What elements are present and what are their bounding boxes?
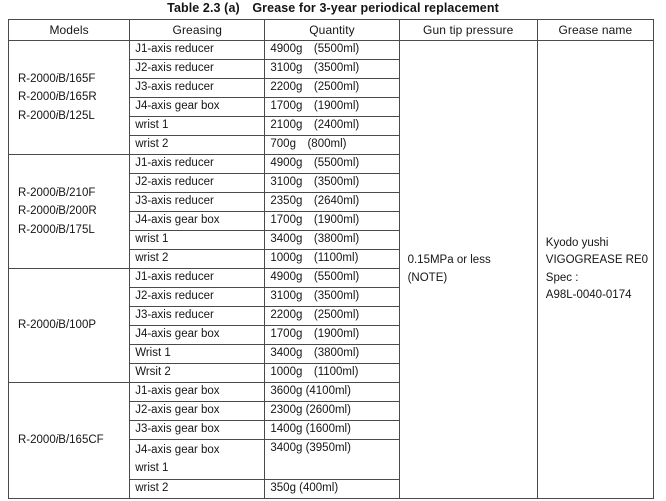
greasing-point-cell: J1-axis reducer	[129, 154, 266, 174]
quantity-cell: 2350g (2640ml)	[264, 192, 400, 212]
greasing-point-cell: Wrsit 2	[129, 363, 266, 383]
quantity-cell: 1700g (1900ml)	[264, 97, 400, 117]
quantity-cell: 4900g (5500ml)	[264, 268, 400, 288]
quantity-cell: 3400g (3800ml)	[264, 230, 400, 250]
column-header-models: Models	[7, 19, 131, 41]
models-cell: R-2000iB/210F R-2000iB/200R R-2000iB/175L	[7, 154, 131, 269]
table-row: R-2000iB/165CF J1-axis gear box 3600g (410…	[7, 382, 654, 499]
quantity-cell: 3100g (3500ml)	[264, 59, 400, 79]
italic-i-glyph: i	[55, 72, 59, 85]
models-cell: R-2000iB/165F R-2000iB/165R R-2000iB/125L	[7, 40, 131, 155]
greasing-point-cell: J2-axis gear box	[129, 401, 266, 421]
italic-i-glyph: i	[55, 205, 59, 218]
quantity-cell: 4900g (5500ml)	[264, 154, 400, 174]
table-row: J2-axis reducer 3100g (3500ml)	[9, 59, 654, 79]
quantity-cell: 3100g (3500ml)	[264, 287, 400, 307]
table-row: R-2000iB/210F R-2000iB/200R R-2000iB/175L J…	[7, 154, 654, 269]
quantity-cell: 1400g (1600ml)	[264, 420, 400, 440]
italic-i-glyph: i	[55, 319, 59, 332]
table-header: Models Greasing Quantity Gun tip pressur…	[7, 19, 655, 41]
quantity-cell: 1000g (1100ml)	[264, 363, 400, 383]
table-row: J3-axis reducer 2200g (2500ml)	[9, 78, 654, 98]
greasing-point-cell: J4-axis gear box wrist 1	[129, 439, 266, 480]
quantity-cell: 350g (400ml)	[264, 479, 400, 499]
table-row: J2-axis reducer 3100g (3500ml)	[9, 173, 654, 193]
greasing-point-cell: J4-axis gear box	[129, 325, 266, 345]
quantity-cell: 1700g (1900ml)	[264, 211, 400, 231]
greasing-point-cell: J1-axis gear box	[129, 382, 266, 402]
greasing-point-cell: wrist 2	[129, 479, 266, 499]
italic-i-glyph: i	[55, 186, 59, 199]
grease-name-cell: Kyodo yushi VIGOGREASE RE0 Spec : A98L-0…	[536, 40, 655, 499]
header-row: Models Greasing Quantity Gun tip pressur…	[7, 19, 655, 41]
italic-i-glyph: i	[55, 109, 59, 122]
table-row: J2-axis reducer 3100g (3500ml)	[9, 287, 654, 307]
table-row: Wrsit 2 1000g (1100ml)	[9, 363, 654, 383]
greasing-point-cell: wrist 2	[129, 135, 266, 155]
italic-i-glyph: i	[55, 91, 59, 104]
models-cell: R-2000iB/165CF	[7, 382, 131, 499]
gun-tip-pressure-cell: 0.15MPa or less (NOTE)	[398, 40, 538, 499]
table-row: wrist 2 1000g (1100ml)	[9, 249, 654, 269]
quantity-cell: 4900g (5500ml)	[264, 40, 400, 60]
table-row: J3-axis reducer 2350g (2640ml)	[9, 192, 654, 212]
greasing-point-cell: J1-axis reducer	[129, 268, 266, 288]
table-row: R-2000iB/100P J1-axis reducer 4900g (5500m…	[7, 268, 654, 383]
table-row: J4-axis gear box 1700g (1900ml)	[9, 97, 654, 117]
quantity-cell: 700g (800ml)	[264, 135, 400, 155]
quantity-cell: 3400g (3950ml)	[264, 439, 400, 480]
quantity-cell: 1700g (1900ml)	[264, 325, 400, 345]
greasing-point-cell: J3-axis gear box	[129, 420, 266, 440]
quantity-cell: 1000g (1100ml)	[264, 249, 400, 269]
table-row: wrist 2 700g (800ml)	[9, 135, 654, 155]
greasing-point-cell: wrist 1	[129, 116, 266, 136]
quantity-cell: 2200g (2500ml)	[264, 306, 400, 326]
quantity-cell: 2300g (2600ml)	[264, 401, 400, 421]
table-row: J2-axis gear box 2300g (2600ml)	[9, 401, 654, 421]
greasing-point-cell: wrist 1	[129, 230, 266, 250]
greasing-point-cell: Wrist 1	[129, 344, 266, 364]
models-cell: R-2000iB/100P	[7, 268, 131, 383]
italic-i-glyph: i	[55, 223, 59, 236]
table-body: R-2000iB/165F R-2000iB/165R R-2000iB/125L J…	[7, 40, 655, 499]
italic-i-glyph: i	[55, 434, 59, 447]
grease-specification-table: Models Greasing Quantity Gun tip pressur…	[7, 19, 655, 499]
greasing-point-cell: J3-axis reducer	[129, 78, 266, 98]
column-header-gun-pressure: Gun tip pressure	[398, 19, 538, 41]
table-row: wrist 2 350g (400ml)	[9, 479, 654, 499]
table-row: wrist 1 3400g (3800ml)	[9, 230, 654, 250]
table-row: wrist 1 2100g (2400ml)	[9, 116, 654, 136]
quantity-cell: 2100g (2400ml)	[264, 116, 400, 136]
quantity-cell: 3400g (3800ml)	[264, 344, 400, 364]
quantity-cell: 3100g (3500ml)	[264, 173, 400, 193]
greasing-point-cell: J2-axis reducer	[129, 173, 266, 193]
table-row: J4-axis gear box wrist 1 3400g (3950ml)	[9, 439, 654, 480]
column-header-grease-name: Grease name	[536, 19, 655, 41]
greasing-point-cell: J4-axis gear box	[129, 97, 266, 117]
greasing-point-cell: wrist 2	[129, 249, 266, 269]
table-row: R-2000iB/165F R-2000iB/165R R-2000iB/125L J…	[7, 40, 655, 499]
table-row: J3-axis gear box 1400g (1600ml)	[9, 420, 654, 440]
greasing-point-cell: J3-axis reducer	[129, 192, 266, 212]
table-caption: Table 2.3 (a) Grease for 3-year periodic…	[167, 1, 499, 15]
column-header-greasing: Greasing	[129, 19, 266, 41]
greasing-point-cell: J1-axis reducer	[129, 40, 266, 60]
table-row: J4-axis gear box 1700g (1900ml)	[9, 211, 654, 231]
greasing-point-cell: J2-axis reducer	[129, 59, 266, 79]
quantity-cell: 2200g (2500ml)	[264, 78, 400, 98]
greasing-point-cell: J3-axis reducer	[129, 306, 266, 326]
column-header-quantity: Quantity	[264, 19, 400, 41]
quantity-cell: 3600g (4100ml)	[264, 382, 400, 402]
greasing-point-cell: J4-axis gear box	[129, 211, 266, 231]
greasing-point-cell: J2-axis reducer	[129, 287, 266, 307]
